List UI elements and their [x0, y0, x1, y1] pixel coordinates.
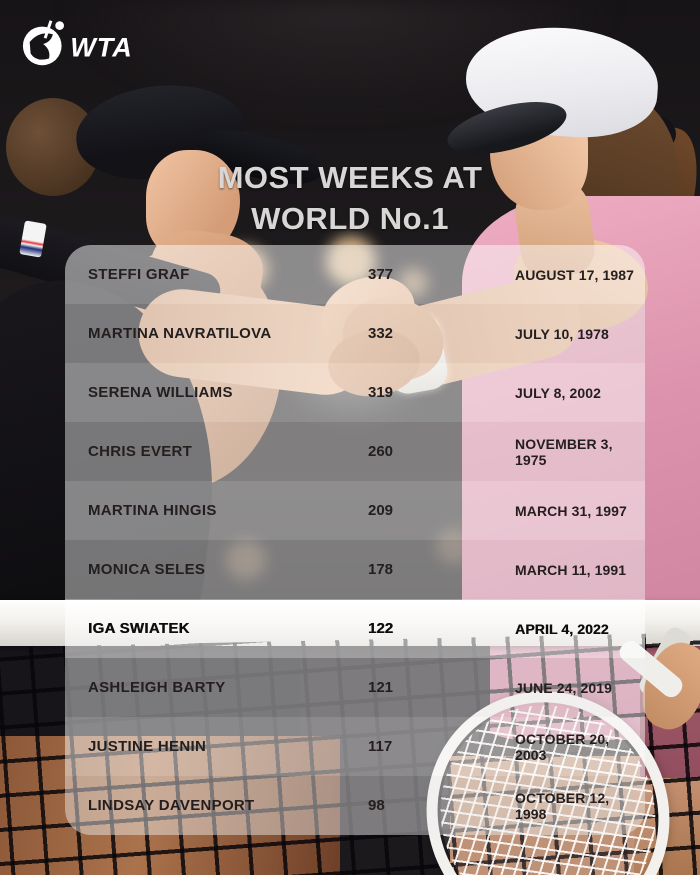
player-name: JUSTINE HENIN	[88, 738, 207, 755]
wta-emblem-icon: WTA	[22, 20, 132, 66]
table-row: CHRIS EVERT 260 NOVEMBER 3, 1975	[65, 422, 645, 481]
weeks-count: 178	[368, 561, 394, 578]
weeks-count: 117	[368, 738, 393, 755]
player-name: LINDSAY DAVENPORT	[88, 797, 255, 814]
date-reached: JUNE 24, 2019	[515, 679, 613, 696]
player-name: IGA SWIATEK	[88, 620, 190, 637]
weeks-count: 121	[368, 679, 394, 696]
player-name: MARTINA NAVRATILOVA	[88, 325, 272, 342]
bokeh-light	[226, 540, 266, 580]
player-name: MARTINA HINGIS	[88, 502, 217, 519]
table-row: JUSTINE HENIN 117 OCTOBER 20, 2003	[65, 717, 645, 776]
table-row: IGA SWIATEK 122 APRIL 4, 2022	[65, 599, 645, 658]
weeks-count: 377	[368, 266, 394, 283]
table-row: MARTINA HINGIS 209 MARCH 31, 1997	[65, 481, 645, 540]
wta-logo: WTA	[18, 14, 138, 72]
date-reached: NOVEMBER 3, 1975	[515, 435, 613, 468]
date-reached: OCTOBER 20, 2003	[515, 730, 610, 763]
date-reached: OCTOBER 12, 1998	[515, 789, 610, 822]
table-row: MONICA SELES 178 MARCH 11, 1991	[65, 540, 645, 599]
title-line-2: WORLD No.1	[251, 201, 449, 236]
table-row: ASHLEIGH BARTY 121 JUNE 24, 2019	[65, 658, 645, 717]
weeks-count: 122	[368, 620, 394, 637]
weeks-count: 98	[368, 797, 385, 814]
date-reached: JULY 8, 2002	[515, 384, 602, 401]
date-reached: APRIL 4, 2022	[515, 620, 609, 637]
date-reached: MARCH 31, 1997	[515, 502, 627, 519]
date-reached: JULY 10, 1978	[515, 325, 609, 342]
date-reached: AUGUST 17, 1987	[515, 266, 634, 283]
player-name: SERENA WILLIAMS	[88, 384, 233, 401]
weeks-count: 260	[368, 443, 394, 460]
player-name: MONICA SELES	[88, 561, 206, 578]
table-row: SERENA WILLIAMS 319 JULY 8, 2002	[65, 363, 645, 422]
player-name: CHRIS EVERT	[88, 443, 193, 460]
table-row: STEFFI GRAF 377 AUGUST 17, 1987	[65, 245, 645, 304]
stats-table: STEFFI GRAF 377 AUGUST 17, 1987 MARTINA …	[65, 245, 645, 835]
title-line-1: MOST WEEKS AT	[217, 160, 483, 195]
weeks-count: 332	[368, 325, 394, 342]
table-row: MARTINA NAVRATILOVA 332 JULY 10, 1978	[65, 304, 645, 363]
weeks-count: 209	[368, 502, 394, 519]
player-name: ASHLEIGH BARTY	[88, 679, 226, 696]
player-name: STEFFI GRAF	[88, 266, 190, 283]
date-reached: MARCH 11, 1991	[515, 561, 627, 578]
wta-wordmark: WTA	[70, 33, 132, 63]
table-row: LINDSAY DAVENPORT 98 OCTOBER 12, 1998	[65, 776, 645, 835]
weeks-count: 319	[368, 384, 394, 401]
page-title: MOST WEEKS AT WORLD No.1	[0, 157, 700, 239]
